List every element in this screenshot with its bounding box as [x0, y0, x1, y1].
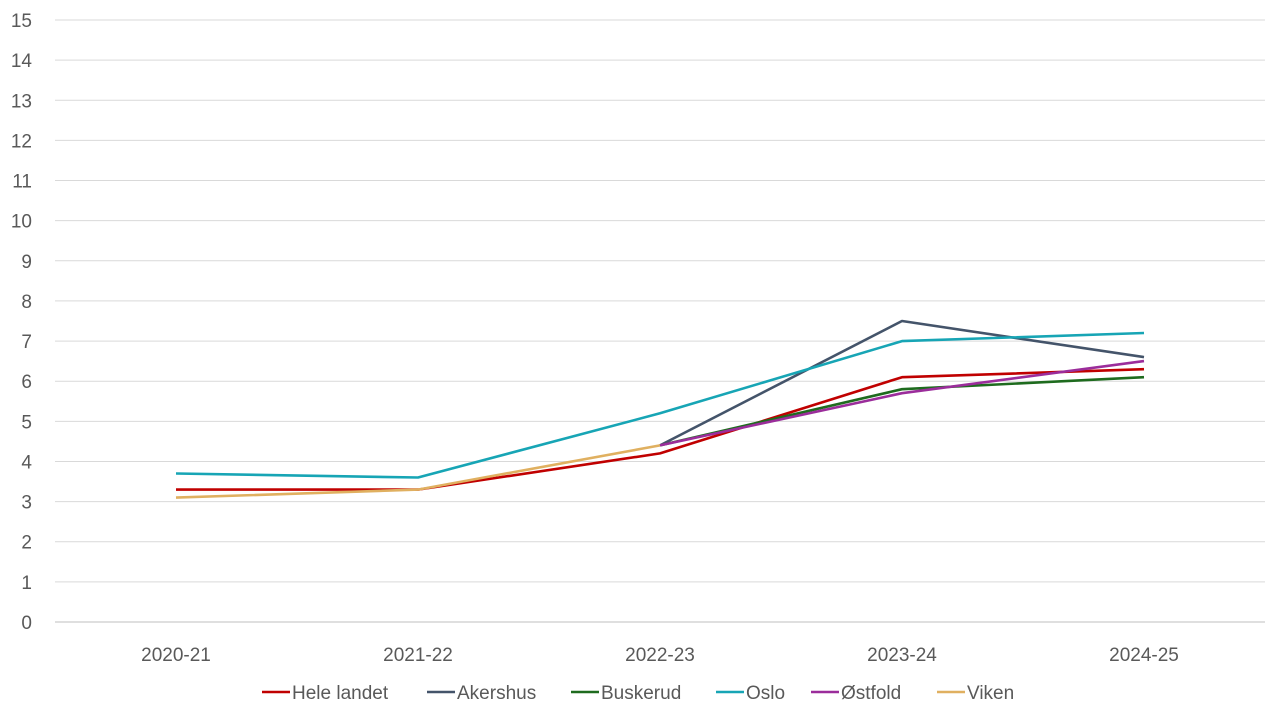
legend-label-viken: Viken: [967, 683, 1014, 704]
x-tick-label: 2023-24: [867, 645, 937, 666]
series-line-viken: [175, 444, 661, 499]
legend: Hele landet Akershus Buskerud Oslo Østfold Vi…: [262, 683, 1014, 704]
series-line-hele-landet: [176, 367, 1145, 491]
legend-label-ostfold: Østfold: [841, 683, 901, 704]
x-tick-label: 2022-23: [625, 645, 695, 666]
y-tick-label: 8: [21, 292, 32, 313]
x-tick-label: 2021-22: [383, 645, 453, 666]
y-tick-label: 11: [12, 172, 32, 193]
series-lines: [175, 319, 1145, 499]
x-tick-label: 2020-21: [141, 645, 211, 666]
y-tick-label: 4: [21, 452, 32, 473]
legend-label-hele-landet: Hele landet: [292, 683, 389, 704]
y-tick-label: 6: [21, 372, 32, 393]
y-tick-label: 15: [11, 11, 32, 32]
series-line-akershus: [659, 319, 1145, 447]
y-tick-label: 3: [21, 493, 32, 514]
y-tick-label: 14: [11, 51, 33, 72]
y-tick-label: 5: [21, 412, 32, 433]
y-tick-label: 7: [21, 332, 32, 353]
series-line-buskerud: [659, 375, 1145, 447]
y-tick-label: 2: [21, 533, 32, 554]
y-tick-label: 1: [21, 573, 32, 594]
y-tick-label: 0: [21, 613, 32, 634]
y-tick-label: 10: [11, 212, 32, 233]
x-tick-label: 2024-25: [1109, 645, 1179, 666]
legend-label-akershus: Akershus: [457, 683, 536, 704]
y-tick-label: 9: [21, 252, 32, 273]
series-line-ostfold: [659, 359, 1145, 447]
series-line-oslo: [175, 331, 1145, 479]
gridlines: [55, 19, 1265, 623]
y-tick-label: 13: [11, 91, 32, 112]
x-axis-ticks: 2020-21 2021-22 2022-23 2023-24 2024-25: [141, 645, 1179, 666]
legend-label-buskerud: Buskerud: [601, 683, 681, 704]
y-tick-label: 12: [11, 131, 32, 152]
legend-label-oslo: Oslo: [746, 683, 785, 704]
